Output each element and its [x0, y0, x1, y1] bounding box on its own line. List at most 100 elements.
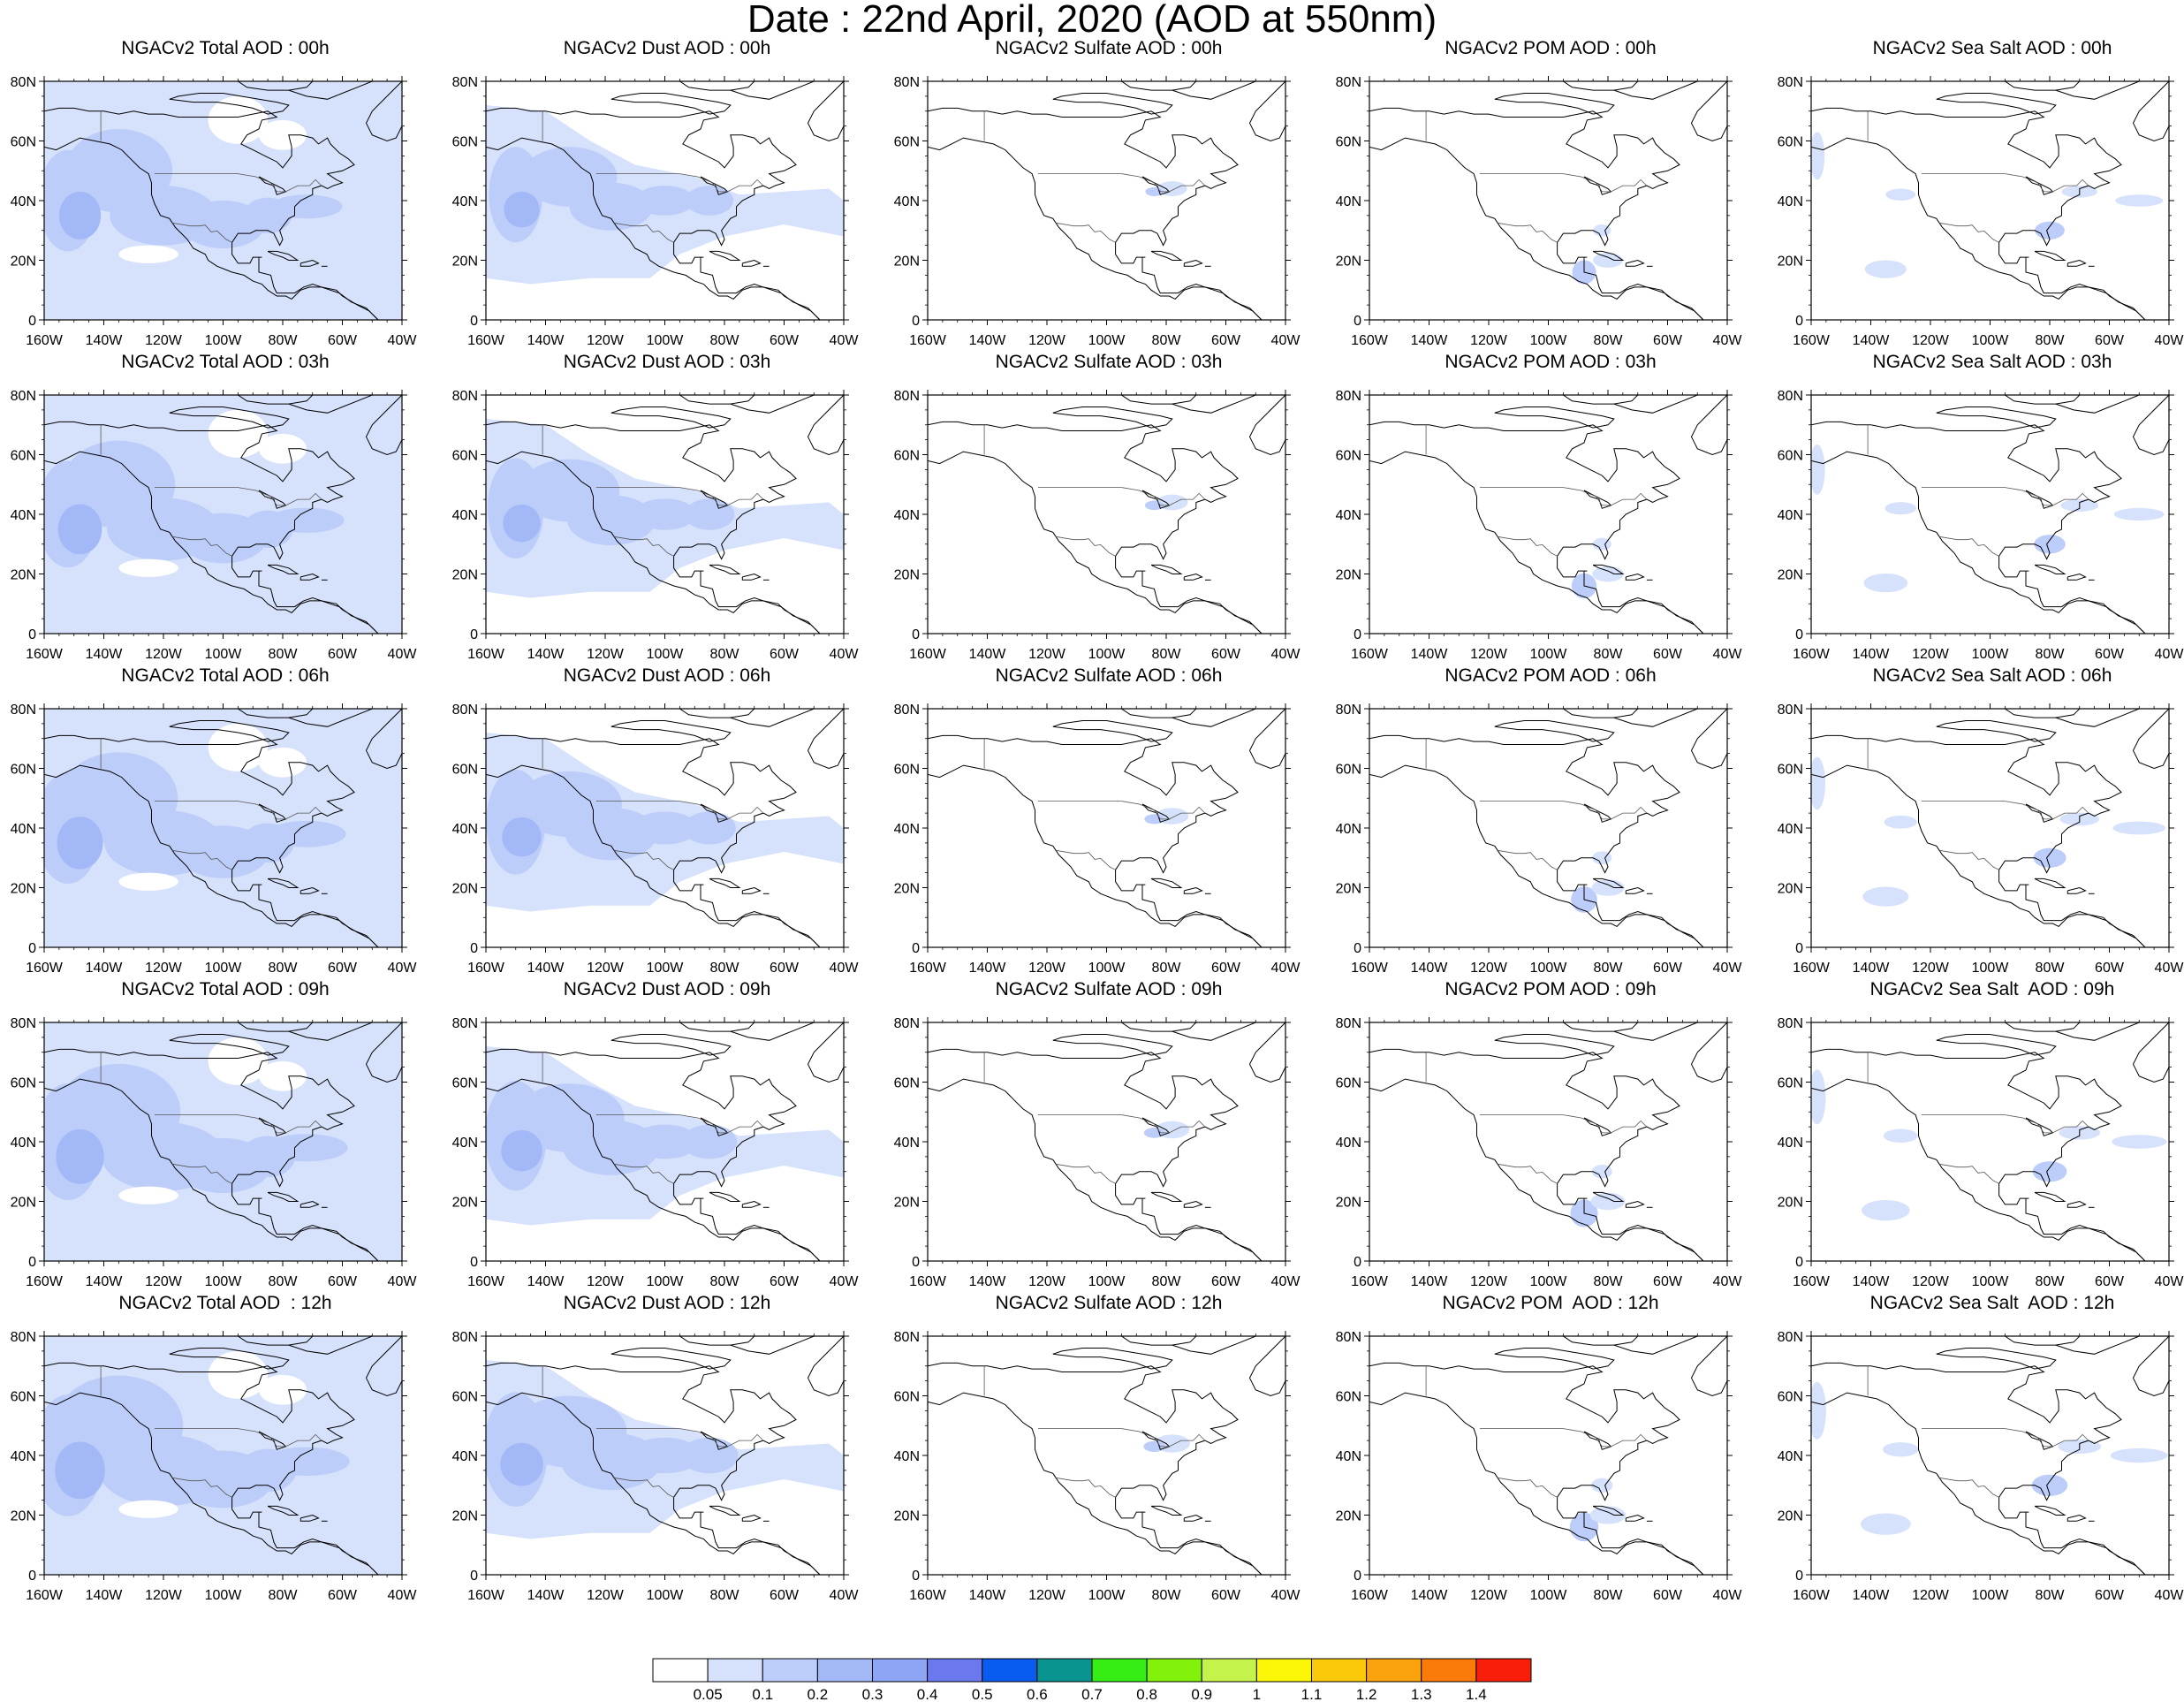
panel-title: NGACv2 POM AOD : 03h [1445, 352, 1657, 372]
longitude-label: 60W [328, 961, 358, 976]
coastline [486, 107, 821, 320]
longitude-label: 100W [647, 1274, 685, 1289]
aod-plume [270, 194, 343, 219]
longitude-label: 60W [1653, 1588, 1683, 1603]
latitude-label: 60N [11, 1076, 36, 1091]
longitude-label: 160W [467, 1274, 505, 1289]
longitude-label: 100W [1088, 647, 1126, 662]
coastline [169, 1348, 290, 1370]
longitude-label: 100W [647, 647, 685, 662]
longitude-label: 40W [388, 647, 418, 662]
panel-title: NGACv2 Sea Salt AOD : 12h [1869, 1293, 2115, 1313]
aod-plume [181, 201, 265, 248]
coastline [1583, 803, 1612, 823]
aod-plume [2110, 1447, 2168, 1463]
longitude-label: 160W [467, 333, 505, 348]
country-border [1037, 1114, 1206, 1134]
latitude-label: 60N [1778, 449, 1803, 464]
longitude-label: 60W [1211, 1274, 1241, 1289]
panel-title: NGACv2 Total AOD : 03h [121, 352, 330, 372]
longitude-label: 80W [710, 1588, 740, 1603]
longitude-label: 120W [1028, 1588, 1066, 1603]
longitude-label: 100W [205, 647, 243, 662]
aod-plume [1593, 253, 1623, 268]
coastline [1936, 1348, 2057, 1370]
longitude-label: 120W [1470, 961, 1508, 976]
latitude-label: 80N [894, 75, 920, 90]
coastline [1369, 137, 1704, 320]
aod-plume [1811, 444, 1825, 495]
colorbar-label: 0.05 [694, 1686, 723, 1702]
longitude-label: 40W [1713, 647, 1743, 662]
latitude-label: 40N [894, 822, 920, 837]
aod-map: 0 20N 40N 60N 80N 160W 140W 120W 100W 80W 60W 40W [11, 75, 418, 348]
coastline [1150, 564, 1183, 574]
colorbar-swatch [1366, 1658, 1422, 1683]
colorbar-label: 0.6 [1027, 1686, 1048, 1702]
panel-title: NGACv2 Sulfate AOD : 00h [995, 38, 1223, 58]
latitude-label: 60N [452, 763, 478, 778]
coastline [807, 709, 844, 770]
aod-plume [1861, 1513, 1911, 1535]
panel-title: NGACv2 Dust AOD : 03h [563, 352, 771, 372]
longitude-label: 120W [1028, 333, 1066, 348]
latitude-label: 20N [452, 1196, 478, 1211]
longitude-label: 40W [830, 1588, 860, 1603]
longitude-label: 120W [1912, 647, 1950, 662]
coastline [365, 1022, 402, 1083]
map-panel-seasalt-00h: NGACv2 Sea Salt AOD : 00h 0 20N 40N 60N 80N 16… [1771, 38, 2184, 349]
country-border [154, 801, 322, 820]
coastline [288, 1022, 373, 1041]
coastline [1936, 720, 2057, 742]
coastline [300, 259, 320, 267]
coastline [44, 1048, 379, 1261]
coastline [2005, 81, 2081, 91]
latitude-label: 20N [894, 882, 920, 897]
panel-title: NGACv2 Sulfate AOD : 03h [995, 352, 1223, 372]
latitude-label: 0 [912, 314, 920, 329]
aod-map: 0 20N 40N 60N 80N 160W 140W 120W 100W 80W 60W 40W [1336, 703, 1743, 976]
aod-map: 0 20N 40N 60N 80N 160W 140W 120W 100W 80W 60W 40W [1778, 75, 2184, 348]
longitude-label: 100W [647, 333, 685, 348]
latitude-label: 20N [894, 568, 920, 583]
aod-plume [2115, 194, 2164, 207]
aod-plume [2112, 1135, 2167, 1149]
longitude-label: 160W [1351, 647, 1389, 662]
coastline [486, 1392, 821, 1575]
latitude-label: 20N [11, 882, 36, 897]
country-border [1921, 1428, 2089, 1447]
coastline [2005, 395, 2081, 405]
latitude-label: 0 [1354, 941, 1361, 956]
longitude-label: 160W [467, 647, 505, 662]
aod-clear-area [259, 433, 307, 464]
aod-plume [2031, 1474, 2068, 1496]
coastline [486, 451, 821, 634]
longitude-label: 120W [587, 647, 625, 662]
longitude-label: 140W [969, 961, 1007, 976]
coastline [1690, 1336, 1727, 1397]
panel-title: NGACv2 POM AOD : 00h [1445, 38, 1657, 58]
longitude-label: 160W [1793, 333, 1831, 348]
coastline [1172, 709, 1256, 727]
longitude-label: 160W [26, 1588, 64, 1603]
coastline [1369, 107, 1704, 320]
panel-title: NGACv2 Sea Salt AOD : 00h [1872, 38, 2112, 58]
country-border [154, 173, 322, 193]
coastline [928, 1048, 1263, 1261]
longitude-label: 120W [587, 961, 625, 976]
longitude-label: 40W [830, 961, 860, 976]
coastline [1494, 1034, 1615, 1056]
coastline [928, 734, 1263, 947]
latitude-label: 20N [1336, 568, 1361, 583]
longitude-label: 80W [269, 333, 299, 348]
latitude-label: 20N [1778, 568, 1803, 583]
latitude-label: 80N [11, 75, 36, 90]
coastline [807, 1336, 844, 1397]
country-border [1921, 487, 2089, 506]
aod-map: 0 20N 40N 60N 80N 160W 140W 120W 100W 80W 60W 40W [894, 1330, 1301, 1603]
longitude-label: 60W [2095, 961, 2125, 976]
latitude-label: 0 [912, 627, 920, 642]
coastline [2034, 1191, 2066, 1202]
coastline [2034, 878, 2066, 888]
aod-plume [686, 186, 734, 216]
